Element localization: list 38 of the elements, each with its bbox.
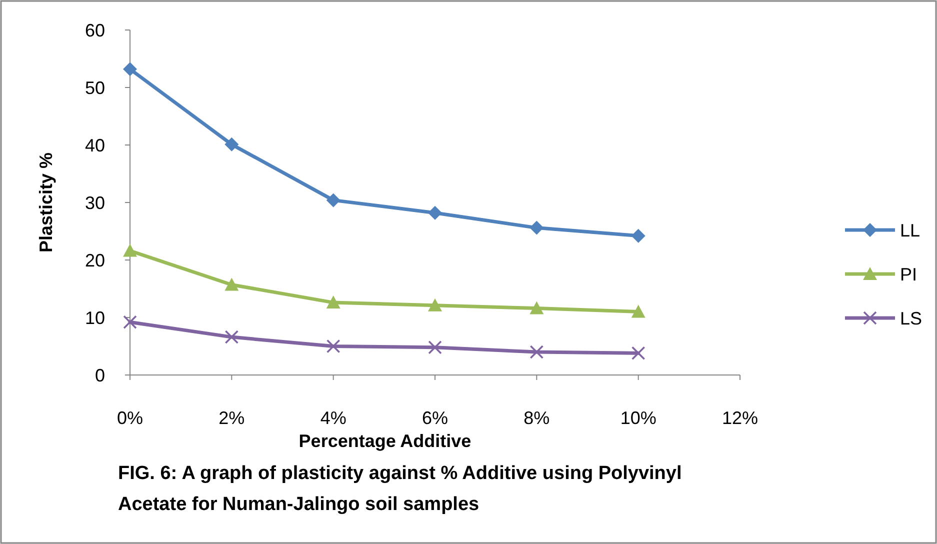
point [530,345,544,359]
x-tick-label: 6% [422,408,448,428]
point [428,340,442,354]
point [326,339,340,354]
x-tick-label: 2% [218,408,245,428]
x-tick-label: 12% [722,408,758,428]
legend-label: LL [900,220,920,240]
x-axis-title: Percentage Additive [298,431,472,451]
point [326,296,340,309]
y-tick-label: 0 [94,365,105,386]
point [224,278,239,291]
point [326,193,340,208]
point [123,244,137,257]
y-tick-label: 60 [84,20,105,40]
y-tick-label: 20 [84,250,105,270]
y-tick-label: 40 [84,135,105,156]
point [631,346,646,360]
point [530,220,544,235]
y-axis-title: Plasticity % [36,152,56,253]
caption: FIG. 6: A graph of plasticity against % Additive using Polyvinyl Acetate for Numan-Jalingo soil samples [118,463,682,515]
y-tick-label: 10 [84,308,105,328]
point [631,304,646,318]
point [123,62,137,76]
y-tick-label: 30 [84,192,105,213]
x-tick-label: 10% [620,408,656,428]
point [123,315,137,329]
x-tick-label: 8% [524,408,550,428]
point [428,298,442,312]
point [530,301,544,314]
point [224,330,239,344]
y-tick-label: 50 [84,78,105,98]
x-tick-label: 0% [116,408,144,428]
legend-label: PI [900,264,918,284]
point [428,206,442,220]
point [631,228,646,243]
x-tick-label: 4% [320,408,346,428]
legend-label: LS [900,308,922,328]
point [224,137,239,152]
